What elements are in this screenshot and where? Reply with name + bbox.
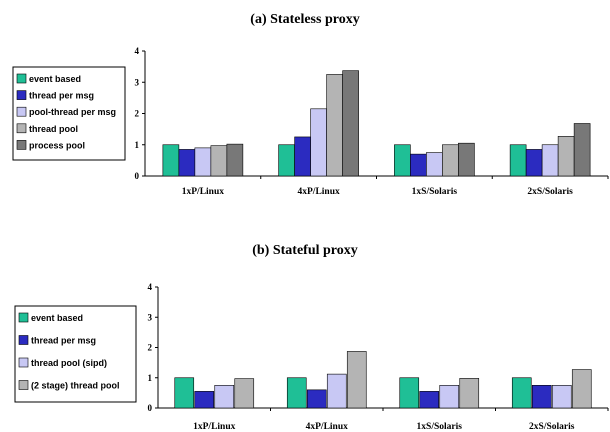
chart-b-bar	[286, 377, 307, 409]
chart-a-legend: event based thread per msg pool-thread per…	[12, 66, 126, 161]
chart-a: 0 1 2 3 4 1xP/Linux 4xP/Linux 1xS/Solaris 2xS/So…	[12, 46, 609, 197]
chart-a-legend-label: process pool	[29, 140, 85, 150]
chart-b-legend-label: thread pool (sipd)	[31, 358, 107, 368]
chart-a-bar	[278, 144, 295, 177]
chart-b-legend-label: (2 stage) thread pool	[31, 381, 120, 391]
chart-a-legend-swatch	[16, 73, 27, 84]
chart-a-y-tick-label: 0	[135, 171, 140, 181]
chart-b: 0 1 2 3 4 1xP/Linux 4xP/Linux 1xS/Solaris 2xS/So…	[14, 282, 609, 432]
chart-b-y-tick-label: 3	[148, 312, 153, 322]
chart-a-legend-label: event based	[29, 74, 81, 84]
chart-a-legend-swatch	[16, 140, 27, 150]
chart-a-bar	[194, 147, 212, 177]
chart-a-legend-swatch	[16, 106, 27, 117]
chart-b-legend-swatch	[18, 380, 29, 390]
chart-b-bar	[234, 378, 255, 409]
chart-b-y-tick-label: 2	[148, 343, 153, 353]
chart-a-bar	[458, 142, 475, 177]
chart-b-legend-frame	[14, 305, 137, 403]
chart-a-legend-swatch	[16, 123, 27, 134]
chart-b-bar	[326, 373, 347, 409]
chart-b-legend-label: event based	[31, 313, 83, 323]
chart-a-y-tick-label: 2	[135, 109, 140, 119]
chart-a-bar	[426, 152, 443, 177]
chart-b-bar	[194, 391, 215, 409]
chart-a-legend-swatch	[16, 90, 27, 100]
chart-a-bar	[210, 145, 228, 177]
chart-b-bar	[551, 385, 572, 409]
chart-a-bar	[178, 149, 196, 177]
chart-a-category-label: 1xP/Linux	[182, 187, 224, 197]
chart-b-bar	[531, 385, 552, 409]
chart-b-legend-swatch	[18, 357, 29, 368]
chart-a-bar	[226, 143, 244, 177]
chart-b-bar	[419, 391, 440, 409]
chart-b-bar	[214, 385, 235, 409]
chart-b-y-tick-label: 4	[148, 282, 153, 292]
chart-b-bar	[511, 377, 532, 409]
chart-b-bar	[439, 385, 460, 409]
chart-b-category-label: 1xP/Linux	[193, 422, 235, 432]
chart-a-bar	[310, 108, 327, 177]
chart-b-category-label: 2xS/Solaris	[529, 422, 575, 432]
chart-b-legend-swatch	[18, 312, 29, 323]
chart-a-legend-frame	[12, 66, 126, 161]
chart-a-bar	[394, 144, 411, 177]
chart-a-legend-label: thread pool	[29, 124, 78, 134]
chart-a-title: (a) Stateless proxy	[250, 12, 359, 27]
chart-b-legend-swatch	[18, 335, 29, 345]
chart-a-bar	[525, 149, 543, 177]
chart-a-category-label: 2xS/Solaris	[527, 187, 573, 197]
chart-a-bar	[342, 70, 359, 177]
chart-a-legend-label: pool-thread per msg	[29, 107, 116, 117]
chart-a-bar	[294, 136, 311, 177]
chart-b-bar	[306, 389, 327, 409]
chart-b-y-tick-label: 1	[148, 373, 153, 383]
chart-a-bar	[326, 74, 343, 177]
chart-b-legend: event based thread per msg thread pool (si…	[14, 305, 137, 403]
chart-a-bar	[442, 144, 459, 177]
chart-a-bar	[410, 153, 427, 177]
chart-a-category-label: 1xS/Solaris	[412, 187, 458, 197]
chart-b-bar	[174, 377, 195, 409]
chart-a-y-tick-label: 1	[135, 140, 140, 150]
chart-a-y-tick-label: 3	[135, 77, 140, 87]
chart-a-bar	[509, 144, 527, 177]
chart-b-title: (b) Stateful proxy	[252, 243, 358, 258]
chart-a-bar	[541, 144, 559, 177]
chart-b-category-label: 1xS/Solaris	[417, 422, 463, 432]
chart-a-bar	[557, 136, 575, 177]
chart-a-category-label: 4xP/Linux	[298, 187, 340, 197]
chart-a-bar	[573, 123, 591, 177]
chart-b-y-tick-label: 0	[148, 403, 153, 413]
chart-b-category-label: 4xP/Linux	[306, 422, 348, 432]
chart-a-bar	[162, 144, 180, 177]
chart-b-bar	[346, 351, 367, 409]
chart-b-bar	[459, 378, 480, 409]
chart-b-bar	[571, 369, 592, 409]
chart-b-legend-label: thread per msg	[31, 336, 96, 346]
chart-a-legend-label: thread per msg	[29, 91, 94, 101]
chart-b-bar	[399, 377, 420, 409]
chart-a-y-tick-label: 4	[135, 46, 140, 56]
